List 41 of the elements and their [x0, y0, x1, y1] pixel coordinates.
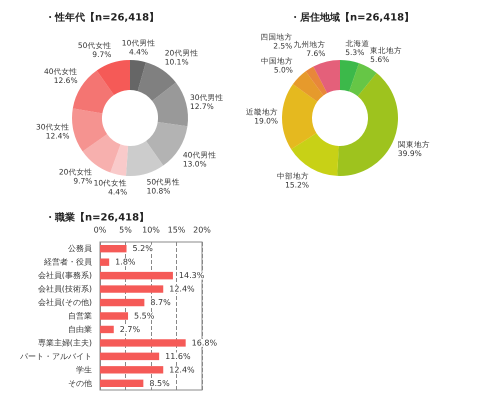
x-tick-label: 5% — [119, 226, 132, 234]
y-tick-label: 専業主婦(主夫) — [38, 338, 92, 348]
y-tick-label: 会社員(事務系) — [38, 271, 92, 280]
bar — [100, 326, 114, 334]
bar — [100, 380, 144, 387]
data-label: 12.4% — [169, 284, 196, 294]
y-tick-label: その他 — [68, 378, 92, 388]
bar — [100, 298, 144, 306]
y-tick-label: 自営業 — [68, 312, 92, 320]
data-label: 5.5% — [134, 312, 155, 320]
y-tick-label: 自由業 — [68, 324, 92, 334]
bar — [100, 245, 127, 252]
chart-title: ・居住地域【n=26,418】 — [290, 12, 414, 24]
data-label: 5.2% — [132, 244, 154, 254]
y-tick-label: 公務員 — [68, 244, 92, 254]
chart-title: ・職業【n=26,418】 — [45, 212, 150, 224]
data-label: 8.7% — [150, 298, 172, 308]
y-tick-label: 経営者・役員 — [43, 258, 92, 267]
bar — [100, 339, 186, 347]
y-tick-label: 学生 — [76, 365, 92, 374]
data-label: 8.5% — [149, 378, 170, 388]
bar — [100, 352, 160, 360]
x-tick-label: 10% — [142, 226, 160, 234]
bar — [100, 285, 164, 293]
y-tick-label: 会社員(その他) — [38, 298, 92, 308]
data-label: 2.7% — [120, 324, 140, 334]
data-label: 1.8% — [115, 258, 136, 267]
bar — [100, 366, 164, 374]
bar — [100, 312, 128, 320]
data-label: 16.8% — [192, 338, 218, 348]
y-tick-label: パート・アルバイト — [19, 352, 92, 361]
x-tick-label: 0% — [94, 226, 107, 234]
x-tick-label: 20% — [193, 226, 212, 234]
bar — [100, 258, 110, 266]
x-tick-label: 15% — [168, 226, 186, 234]
data-label: 11.6% — [165, 352, 191, 361]
bar — [100, 272, 173, 280]
data-label: 14.3% — [178, 271, 205, 280]
y-tick-label: 会社員(技術系) — [38, 284, 92, 294]
chart-title: ・性年代【n=26,418】 — [45, 12, 160, 24]
data-label: 12.4% — [169, 365, 196, 374]
